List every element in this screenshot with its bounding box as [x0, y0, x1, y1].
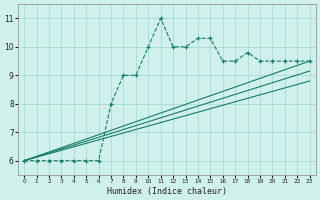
- X-axis label: Humidex (Indice chaleur): Humidex (Indice chaleur): [107, 187, 227, 196]
